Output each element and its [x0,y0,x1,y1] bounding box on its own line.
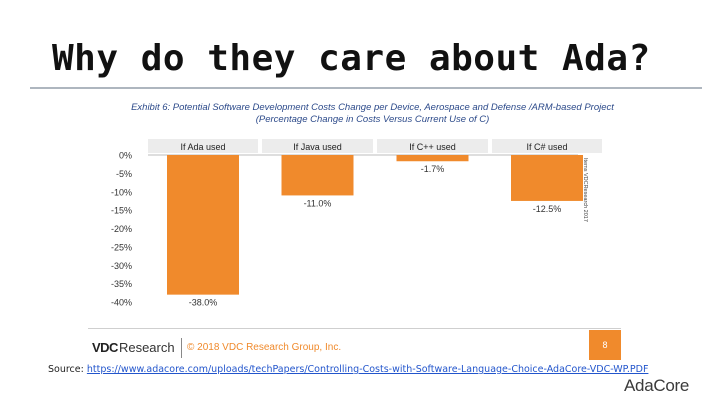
bar-value-label: -1.7% [421,164,445,174]
bar-value-label: -38.0% [189,298,218,308]
category-label: If C# used [526,142,567,152]
category-label: If C++ used [409,142,456,152]
y-tick-label: -5% [116,169,132,179]
title-divider [30,87,702,89]
category-label: If Java used [293,142,342,152]
bar-value-label: -12.5% [533,204,562,214]
bar [281,155,354,196]
slide-title: Why do they care about Ada? [52,38,651,79]
category-header [262,139,373,153]
page-number-badge: 8 [589,330,621,360]
y-tick-label: -10% [111,187,132,197]
bar-value-label: -11.0% [304,198,332,208]
source-label: Source: [48,364,84,375]
logo-separator [181,338,182,358]
y-tick-label: -25% [111,242,132,252]
source-link[interactable]: https://www.adacore.com/uploads/techPape… [86,364,649,375]
category-header [492,139,602,153]
chart-title-block: Exhibit 6: Potential Software Developmen… [60,102,685,126]
category-label: If Ada used [180,142,225,152]
chart-side-note: Items VDCResearch 2017 [582,158,588,222]
chart-title: Exhibit 6: Potential Software Developmen… [131,102,614,113]
vdc-logo-rest: Research [118,340,175,355]
y-tick-label: -20% [111,224,132,234]
vdc-research-logo: VDC Research [92,339,175,357]
bar [167,155,239,295]
y-tick-label: -30% [111,261,132,271]
y-tick-label: -40% [111,298,132,308]
y-tick-label: -35% [111,279,132,289]
chart-footer-divider [88,328,621,329]
adacore-logo: AdaCore [624,376,689,395]
chart-copyright: © 2018 VDC Research Group, Inc. [187,342,342,353]
vdc-logo-bold: VDC [92,340,118,355]
chart-subtitle: (Percentage Change in Costs Versus Curre… [255,114,490,125]
source-citation: Source: https://www.adacore.com/uploads/… [48,363,658,376]
category-header [148,139,258,153]
bar [511,155,583,201]
y-tick-label: 0% [119,151,132,161]
y-tick-label: -15% [111,206,132,216]
bar [396,155,469,162]
category-header [377,139,488,153]
